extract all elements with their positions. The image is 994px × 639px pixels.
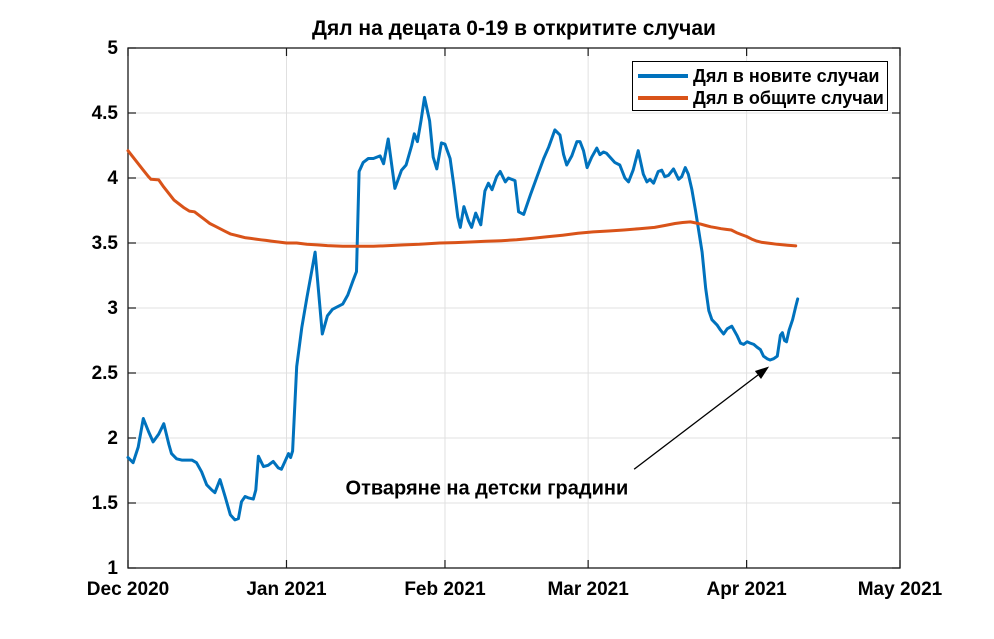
y-tick-label: 1 (107, 558, 118, 579)
x-tick-label: Jan 2021 (246, 579, 327, 600)
legend-item-total-cases[interactable]: Дял в общите случаи (633, 87, 887, 109)
annotation-arrow-head (754, 366, 770, 379)
legend-item-new-cases[interactable]: Дял в новите случаи (633, 65, 887, 87)
series-line-total-cases (126, 149, 798, 248)
y-tick-label: 5 (107, 38, 118, 59)
legend: Дял в новите случаи Дял в общите случаи (632, 61, 888, 111)
y-tick-label: 3.5 (92, 233, 119, 254)
x-tick-label: Mar 2021 (547, 579, 629, 600)
series-line-new-cases (126, 95, 800, 522)
x-tick-label: May 2021 (858, 579, 943, 600)
annotation-text: Отваряне на детски градини (345, 477, 629, 500)
legend-label-new-cases: Дял в новите случаи (693, 65, 880, 86)
x-tick-label: Apr 2021 (706, 579, 787, 600)
y-tick-label: 1.5 (92, 493, 119, 514)
legend-line-sample-total-cases (638, 96, 688, 100)
y-tick-label: 2 (107, 428, 118, 449)
y-tick-label: 4 (107, 168, 118, 189)
legend-label-total-cases: Дял в общите случаи (693, 87, 884, 108)
y-tick-label: 3 (107, 298, 118, 319)
y-tick-label: 4.5 (92, 103, 119, 124)
x-tick-label: Dec 2020 (87, 579, 169, 600)
y-tick-label: 2.5 (92, 363, 119, 384)
chart-title: Дял на децата 0-19 в откритите случаи (312, 17, 716, 40)
axes-box (127, 47, 901, 569)
x-tick-label: Feb 2021 (404, 579, 486, 600)
legend-line-sample-new-cases (638, 74, 688, 78)
annotation-arrow-line (633, 374, 759, 470)
